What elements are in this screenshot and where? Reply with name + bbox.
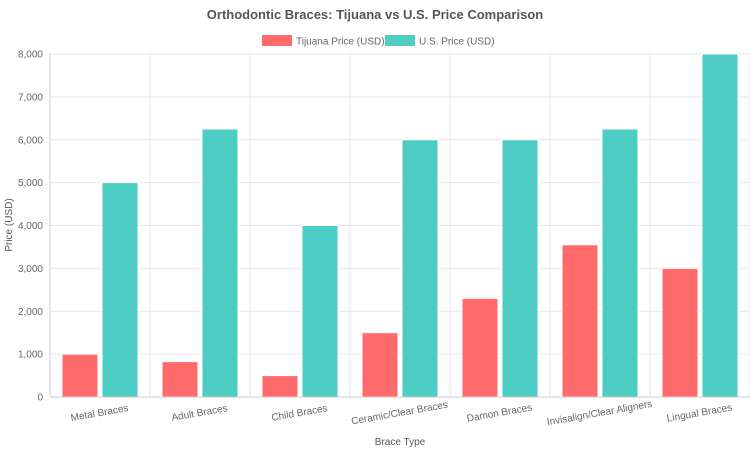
x-tick-label: Invisalign/Clear Aligners xyxy=(546,399,653,428)
bars xyxy=(61,53,739,398)
y-tick-label: 7,000 xyxy=(18,92,43,103)
bar-tijuana-1 xyxy=(161,361,199,398)
y-tick-label: 5,000 xyxy=(18,178,43,189)
bar-us-1 xyxy=(201,128,239,398)
x-axis-ticks: Metal Braces Adult Braces Child Braces Cera… xyxy=(70,399,733,428)
x-tick-label: Child Braces xyxy=(271,403,329,424)
y-tick-label: 6,000 xyxy=(18,135,43,146)
y-tick-label: 0 xyxy=(37,393,43,404)
bar-tijuana-2 xyxy=(261,375,299,398)
bar-tijuana-5 xyxy=(561,244,599,398)
y-axis-title: Price (USD) xyxy=(4,198,15,251)
y-tick-label: 8,000 xyxy=(18,50,43,61)
legend-swatch xyxy=(385,35,415,46)
y-axis-ticks: 0 1,000 2,000 3,000 4,000 5,000 6,000 7,000 8,00… xyxy=(18,50,43,404)
legend-swatch xyxy=(262,35,292,46)
bar-tijuana-3 xyxy=(361,332,399,398)
legend-label: Tijuana Price (USD) xyxy=(296,37,385,48)
bar-us-3 xyxy=(401,139,439,398)
chart-title: Orthodontic Braces: Tijuana vs U.S. Pric… xyxy=(207,7,543,22)
y-tick-label: 2,000 xyxy=(18,307,43,318)
bar-tijuana-4 xyxy=(461,297,499,398)
x-axis-title: Brace Type xyxy=(375,437,426,448)
x-tick-label: Adult Braces xyxy=(171,403,229,424)
legend: Tijuana Price (USD) U.S. Price (USD) xyxy=(262,35,495,48)
y-tick-label: 4,000 xyxy=(18,221,43,232)
bar-us-5 xyxy=(601,128,639,398)
bar-us-0 xyxy=(101,182,139,398)
legend-label: U.S. Price (USD) xyxy=(419,37,495,48)
bar-tijuana-0 xyxy=(61,353,99,398)
x-tick-label: Metal Braces xyxy=(70,403,129,424)
x-tick-label: Ceramic/Clear Braces xyxy=(350,400,448,428)
y-gridlines xyxy=(50,53,750,398)
y-tick-label: 1,000 xyxy=(18,350,43,361)
y-tick-label: 3,000 xyxy=(18,264,43,275)
x-tick-label: Damon Braces xyxy=(466,402,533,424)
bar-us-2 xyxy=(301,225,339,398)
x-tick-label: Lingual Braces xyxy=(666,402,733,424)
bar-us-6 xyxy=(701,53,739,398)
bar-tijuana-6 xyxy=(661,267,699,398)
bar-us-4 xyxy=(501,139,539,398)
